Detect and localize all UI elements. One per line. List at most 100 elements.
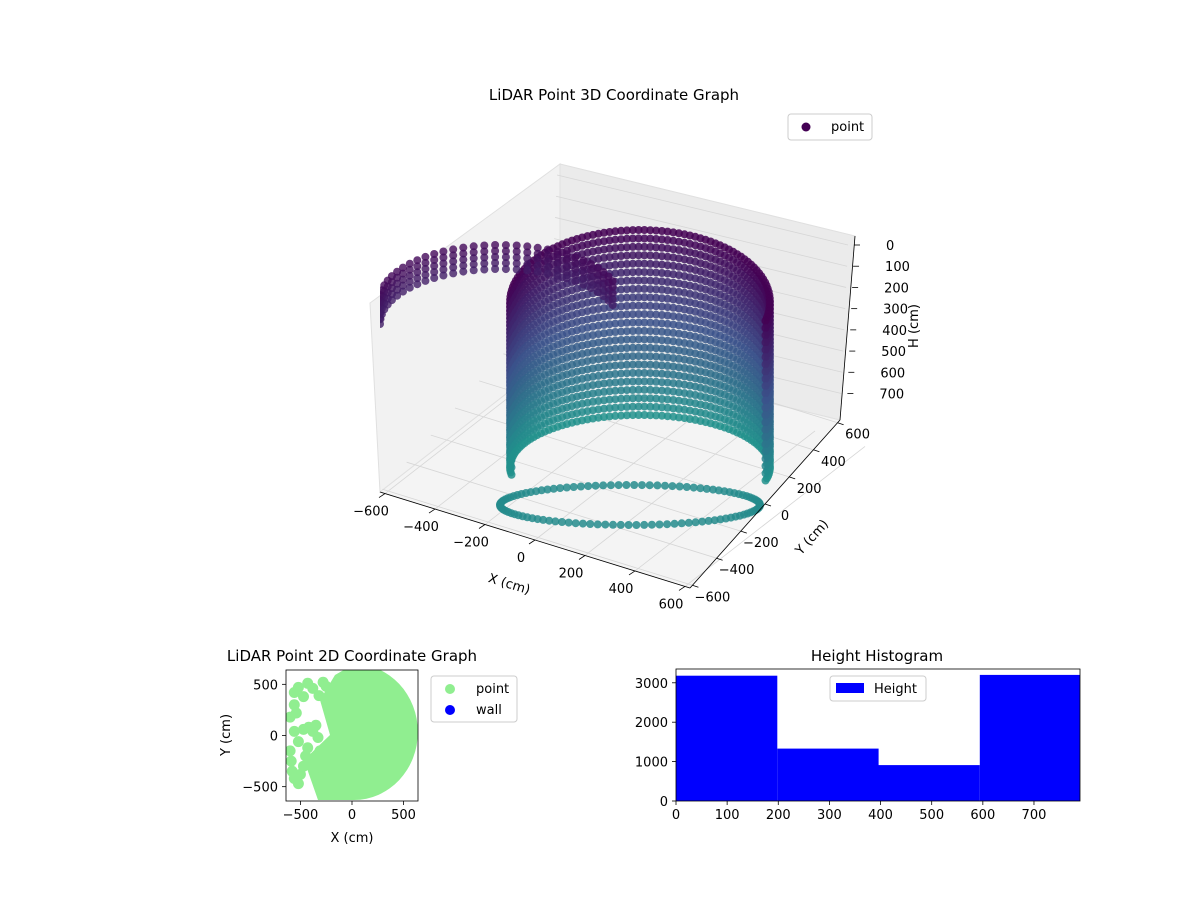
point-3d [562, 256, 571, 265]
point-3d [617, 361, 626, 370]
point-3d [628, 276, 637, 285]
point-3d [761, 331, 770, 340]
y-tick-mark [813, 449, 820, 453]
point-3d [652, 403, 661, 411]
y-tick-label: 400 [821, 455, 846, 470]
point-3d [628, 343, 637, 352]
point-3d [593, 264, 602, 272]
legend-histogram: Height [829, 675, 927, 702]
point-3d [611, 244, 620, 253]
point-3d [628, 394, 637, 403]
point-3d [553, 253, 562, 262]
point-3d [761, 454, 770, 463]
point-3d [617, 369, 626, 378]
point-3d [675, 482, 684, 491]
point-3d [421, 264, 430, 273]
point-3d [399, 263, 407, 272]
point-3d [652, 277, 661, 285]
point-3d [439, 247, 448, 256]
y-tick-mark [789, 476, 796, 480]
point-3d [634, 377, 643, 386]
point-3d [646, 343, 655, 352]
point-3d [634, 259, 643, 268]
point-2d [288, 699, 300, 711]
point-3d [571, 253, 580, 262]
point-3d [413, 262, 422, 271]
point-3d [611, 344, 620, 353]
point-3d [480, 247, 489, 256]
legend-marker-height [836, 683, 864, 693]
point-cloud-3d [380, 226, 774, 529]
point-3d [652, 411, 661, 420]
y-tick-label: 0 [781, 509, 789, 524]
point-3d [611, 386, 620, 395]
point-3d [617, 378, 626, 386]
point-3d [459, 267, 468, 276]
x-tick-label: 600 [659, 597, 684, 612]
point-3d [617, 302, 626, 311]
point-3d [661, 481, 669, 490]
point-3d [761, 447, 770, 456]
point-3d [480, 253, 489, 262]
z-tick-label: 300 [883, 303, 908, 318]
point-3d [646, 234, 655, 243]
point-3d [646, 259, 655, 268]
point-3d [449, 245, 458, 254]
point-3d [562, 274, 571, 283]
point-3d [586, 284, 595, 293]
point-3d [646, 360, 655, 369]
grid-line-y [406, 461, 717, 559]
point-3d [761, 360, 770, 369]
x-tick-label: 200 [559, 566, 584, 581]
point-3d [611, 403, 620, 412]
histogram-bar-2 [777, 748, 879, 801]
point-3d [608, 295, 617, 304]
point-3d [579, 268, 588, 277]
y-axis-label-2d: Y (cm) [219, 714, 234, 757]
point-3d [630, 481, 639, 489]
point-3d [761, 462, 770, 470]
point-3d [634, 360, 643, 369]
point-2d [292, 681, 304, 693]
x-tick-label: −600 [353, 505, 389, 520]
x-tick-mark [478, 524, 486, 529]
point-3d [622, 377, 631, 386]
point-3d [634, 293, 643, 302]
point-3d [611, 378, 620, 387]
point-3d [543, 257, 552, 266]
point-3d [646, 402, 655, 411]
point-3d [439, 265, 448, 274]
point-3d [579, 262, 588, 271]
point-3d [562, 250, 571, 259]
z-tick-label: 200 [884, 281, 909, 296]
point-3d [652, 361, 661, 369]
point-3d [646, 276, 655, 285]
point-3d [622, 276, 631, 285]
point-3d [614, 481, 623, 490]
point-3d [553, 247, 562, 256]
x-tick-mark [578, 555, 586, 560]
point-3d [634, 394, 643, 403]
y-axis-label-3d: Y (cm) [792, 517, 832, 559]
x-tick-label-hist: 300 [817, 808, 842, 823]
point-3d [761, 440, 770, 449]
y-ticks-3d: −600 −400 −2000 200 400 600 [692, 422, 870, 605]
z-tick-label: 0 [886, 239, 894, 254]
point-3d [652, 251, 661, 260]
point-3d [677, 519, 686, 528]
point-3d [578, 519, 587, 528]
point-3d [646, 293, 655, 302]
point-3d [640, 284, 649, 293]
point-3d [491, 247, 500, 255]
point-3d [652, 310, 661, 319]
legend-marker-point-2d [445, 684, 455, 694]
legend-label-point-2d: point [476, 682, 509, 697]
point-3d [646, 243, 655, 251]
point-2d [307, 682, 319, 694]
point-3d [634, 352, 643, 361]
legend-marker-point [801, 122, 811, 132]
plot-frame-histogram [675, 668, 1081, 802]
point-3d [640, 318, 649, 327]
point-3d [399, 269, 407, 278]
point-3d [640, 293, 649, 302]
